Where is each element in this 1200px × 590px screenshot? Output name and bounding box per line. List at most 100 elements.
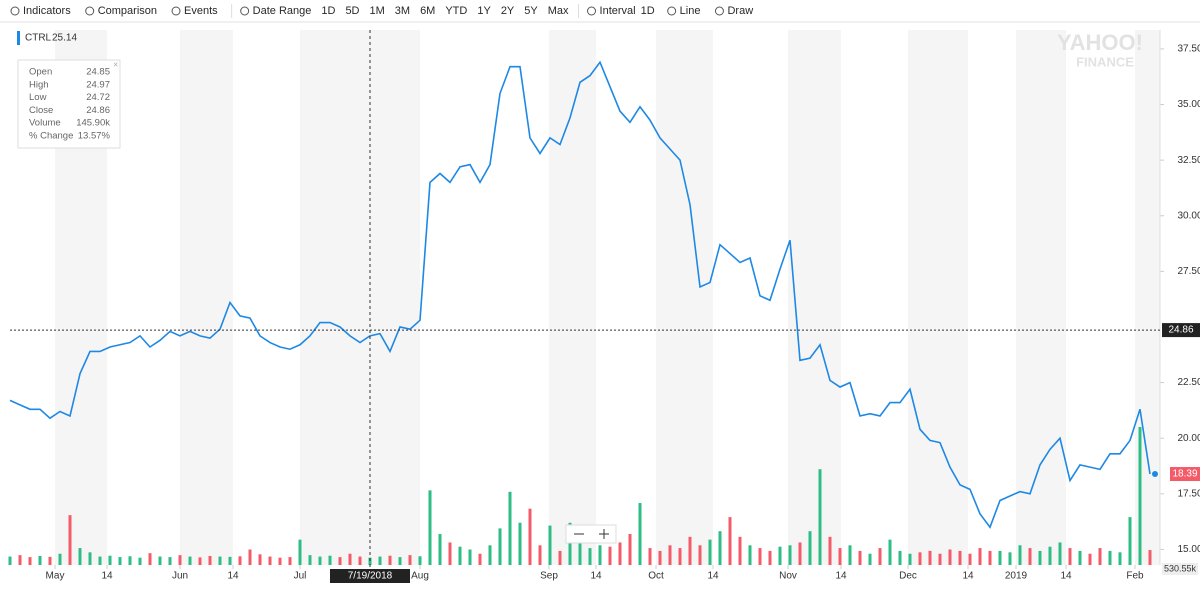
volume-bar xyxy=(358,556,362,565)
volume-bar xyxy=(48,556,52,565)
volume-bar xyxy=(878,548,882,565)
interval-value[interactable]: 1D xyxy=(641,5,655,17)
x-tick-label: 14 xyxy=(835,571,847,582)
date-range-button[interactable]: Date Range xyxy=(253,5,312,17)
tooltip-label: % Change xyxy=(29,131,73,142)
volume-bar xyxy=(808,531,812,565)
range-button[interactable]: YTD xyxy=(445,5,467,17)
x-tick-label: Nov xyxy=(779,571,797,582)
volume-bar xyxy=(108,555,112,565)
range-button[interactable]: 1Y xyxy=(477,5,491,17)
volume-bar xyxy=(1018,545,1022,565)
interval-button[interactable]: Interval xyxy=(600,5,636,17)
volume-bar xyxy=(88,552,92,565)
volume-bar xyxy=(718,531,722,565)
x-tick-label: 14 xyxy=(227,571,239,582)
volume-bar xyxy=(328,555,332,565)
volume-bar xyxy=(658,550,662,565)
x-tick-label: Dec xyxy=(899,571,917,582)
volume-bar xyxy=(98,556,102,565)
volume-bar xyxy=(158,556,162,565)
volume-bar xyxy=(438,534,442,565)
range-button[interactable]: Max xyxy=(548,5,569,17)
draw-button[interactable]: Draw xyxy=(727,5,753,17)
volume-bar xyxy=(778,546,782,565)
watermark: YAHOO! xyxy=(1057,30,1143,55)
chart-type-button[interactable]: Line xyxy=(680,5,701,17)
volume-bar xyxy=(78,548,82,565)
volume-bar xyxy=(458,546,462,565)
range-button[interactable]: 6M xyxy=(420,5,435,17)
tooltip-value: 145.90k xyxy=(76,118,110,129)
legend-name: CTRL xyxy=(25,33,52,44)
range-button[interactable]: 1M xyxy=(370,5,385,17)
last-point xyxy=(1152,471,1158,478)
volume-bar xyxy=(298,539,302,565)
volume-bar xyxy=(1028,548,1032,565)
tooltip xyxy=(17,59,121,149)
volume-bar xyxy=(828,536,832,565)
x-tick-label: 14 xyxy=(590,571,602,582)
volume-bar xyxy=(958,550,962,565)
tooltip-value: 24.72 xyxy=(86,92,110,103)
volume-bar xyxy=(68,515,72,565)
x-tick-label: May xyxy=(46,571,65,582)
date-range-button-icon xyxy=(240,6,250,16)
volume-bar xyxy=(178,555,182,565)
watermark: FINANCE xyxy=(1076,54,1134,69)
volume-bar xyxy=(598,545,602,565)
volume-bar xyxy=(238,556,242,565)
volume-bar xyxy=(268,556,272,565)
comparison-button[interactable]: Comparison xyxy=(98,5,157,17)
volume-bar xyxy=(468,549,472,565)
events-button[interactable]: Events xyxy=(184,5,218,17)
draw-button-icon xyxy=(714,6,724,16)
range-button[interactable]: 2Y xyxy=(501,5,515,17)
crosshair-x-label: 7/19/2018 xyxy=(348,571,393,582)
volume-bar xyxy=(1078,550,1082,565)
volume-bar xyxy=(118,557,122,565)
volume-bar xyxy=(148,553,152,565)
volume-bar xyxy=(588,548,592,565)
volume-bar xyxy=(1058,542,1062,565)
range-button[interactable]: 5D xyxy=(345,5,359,17)
x-tick-label: 14 xyxy=(707,571,719,582)
volume-label-bg xyxy=(1162,563,1198,575)
month-band xyxy=(1016,30,1066,565)
x-tick-label: 14 xyxy=(1060,571,1072,582)
y-tick-label: 37.50 xyxy=(1177,44,1200,55)
month-band xyxy=(549,30,596,565)
volume-bar xyxy=(8,556,12,565)
volume-bar xyxy=(498,528,502,565)
volume-label: 530.55k xyxy=(1164,563,1197,573)
volume-bar xyxy=(1038,550,1042,565)
volume-bar xyxy=(698,545,702,565)
volume-bar xyxy=(938,553,942,565)
volume-bar xyxy=(928,550,932,565)
tooltip-label: Open xyxy=(29,67,52,78)
x-tick-label: Sep xyxy=(540,571,558,582)
volume-bar xyxy=(898,550,902,565)
y-tick-label: 27.50 xyxy=(1177,266,1200,277)
tooltip-close[interactable]: × xyxy=(113,59,118,69)
volume-bar xyxy=(448,542,452,565)
volume-bar xyxy=(478,553,482,565)
indicators-button[interactable]: Indicators xyxy=(23,5,71,17)
last-price-label: 18.39 xyxy=(1172,469,1197,480)
month-band xyxy=(180,30,233,565)
y-tick-label: 32.50 xyxy=(1177,155,1200,166)
volume-bar xyxy=(678,548,682,565)
volume-bar xyxy=(858,550,862,565)
volume-bar xyxy=(818,469,822,565)
volume-bar xyxy=(348,553,352,565)
volume-bar xyxy=(418,556,422,565)
last-price-bg xyxy=(1170,467,1200,482)
volume-bar xyxy=(758,548,762,565)
range-button[interactable]: 3M xyxy=(395,5,410,17)
volume-bar xyxy=(168,557,172,565)
tooltip-label: Low xyxy=(29,92,47,103)
range-button[interactable]: 5Y xyxy=(524,5,538,17)
crosshair-x-bg xyxy=(330,569,410,583)
volume-bar xyxy=(628,534,632,565)
range-button[interactable]: 1D xyxy=(321,5,335,17)
